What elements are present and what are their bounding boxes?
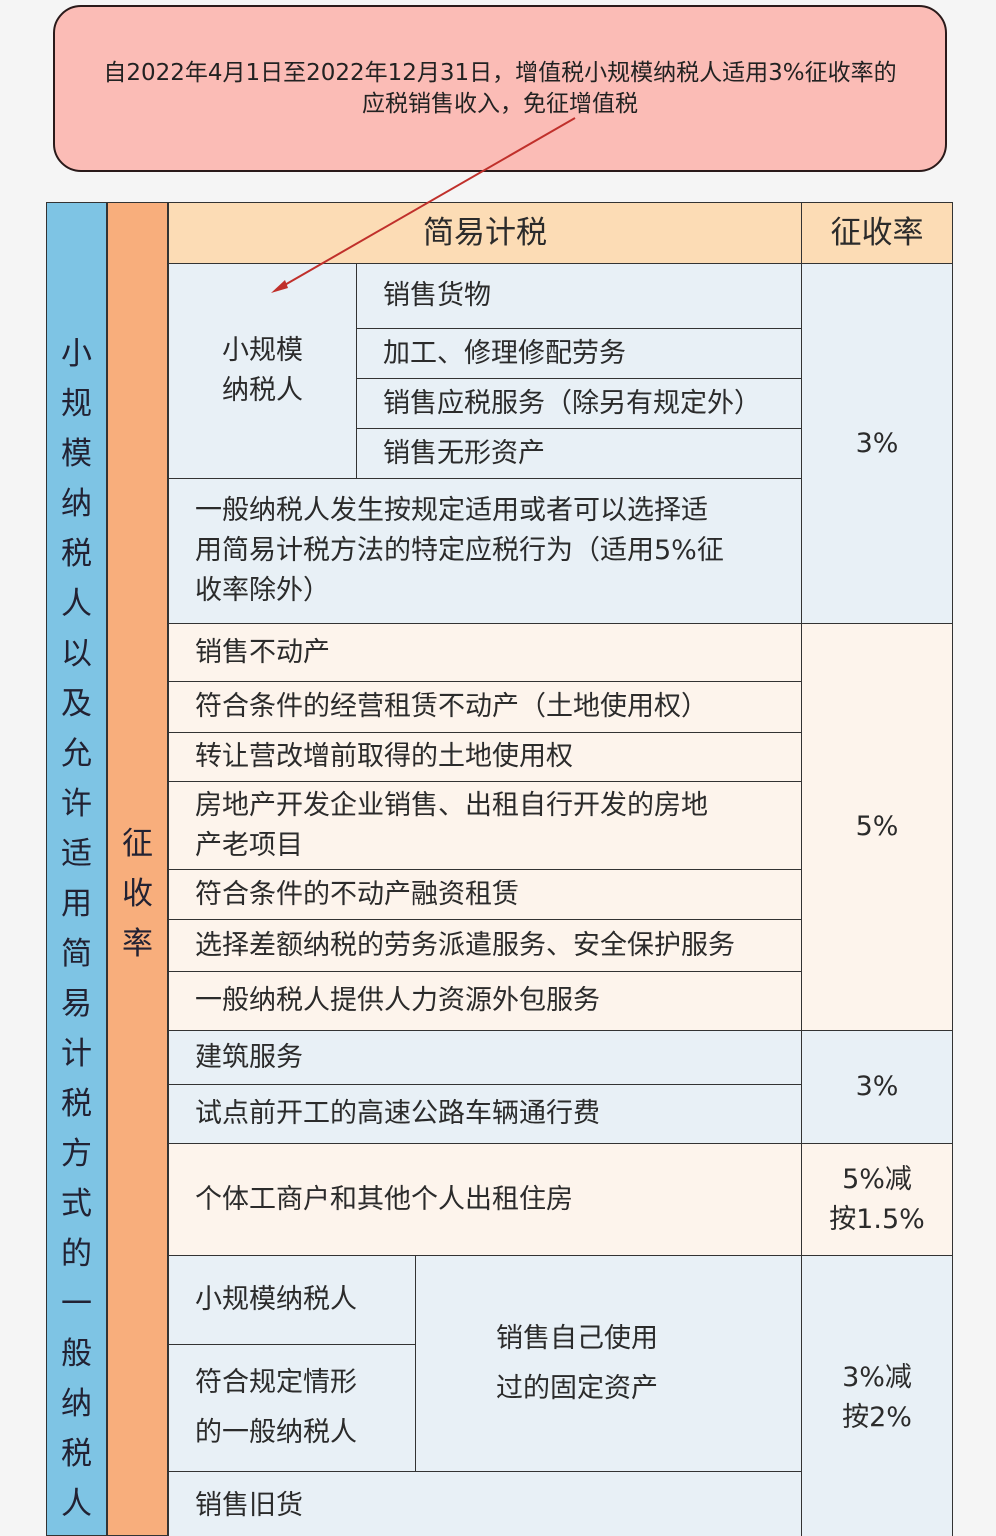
table-row: 销售不动产 <box>168 623 802 682</box>
exemption-callout: 自2022年4月1日至2022年12月31日，增值税小规模纳税人适用3%征收率的… <box>53 5 947 172</box>
table-row: 加工、修理修配劳务 <box>356 328 802 379</box>
callout-line-1: 自2022年4月1日至2022年12月31日，增值税小规模纳税人适用3%征收率的 <box>103 60 897 86</box>
vertical-char: 税 <box>61 1436 92 1472</box>
table-row: 房地产开发企业销售、出租自行开发的房地 产老项目 <box>168 781 802 870</box>
vertical-char: 适 <box>61 836 92 872</box>
header-rate: 征收率 <box>801 202 953 264</box>
vertical-char: 式 <box>61 1186 92 1222</box>
vertical-char: 征 <box>122 826 153 862</box>
table-row: 转让营改增前取得的土地使用权 <box>168 732 802 782</box>
table-row: 选择差额纳税的劳务派遣服务、安全保护服务 <box>168 919 802 972</box>
vertical-char: 及 <box>61 686 92 722</box>
table-row: 符合条件的经营租赁不动产（土地使用权） <box>168 681 802 733</box>
vertical-char: 简 <box>61 936 92 972</box>
table-row: 销售无形资产 <box>356 428 802 479</box>
small-taxpayer-cell: 小规模 纳税人 <box>168 263 357 479</box>
vertical-char: 规 <box>61 386 92 422</box>
vertical-char: 率 <box>122 926 153 962</box>
vertical-char: 般 <box>61 1336 92 1372</box>
vertical-char: 许 <box>61 786 92 822</box>
table-row: 个体工商户和其他个人出租住房 <box>168 1143 802 1256</box>
vertical-char: 人 <box>61 586 92 622</box>
fixed-asset-cell: 销售自己使用 过的固定资产 <box>415 1255 802 1472</box>
vertical-char: 允 <box>61 736 92 772</box>
table-row: 销售货物 <box>356 263 802 329</box>
vertical-char: 模 <box>61 436 92 472</box>
rate-cell: 5% <box>801 623 953 1031</box>
vertical-char: 小 <box>61 336 92 372</box>
table-row: 建筑服务 <box>168 1030 802 1085</box>
vertical-char: 税 <box>61 1086 92 1122</box>
side-label-column: 小规模纳税人以及允许适用简易计税方式的一般纳税人 <box>46 202 107 1536</box>
vertical-char: 一 <box>61 1286 92 1322</box>
vertical-char: 收 <box>122 876 153 912</box>
rate-cell: 3%减 按2% <box>801 1255 953 1536</box>
vertical-char: 方 <box>61 1136 92 1172</box>
vertical-char: 用 <box>61 886 92 922</box>
arrow-head-icon <box>271 280 288 293</box>
arrow-line <box>275 117 576 291</box>
table-row: 销售旧货 <box>168 1471 802 1536</box>
callout-line-2: 应税销售收入，免征增值税 <box>362 91 638 117</box>
vertical-char: 易 <box>61 986 92 1022</box>
vertical-char: 计 <box>61 1036 92 1072</box>
vertical-char: 以 <box>61 636 92 672</box>
rate-cell: 3% <box>801 1030 953 1144</box>
vertical-char: 的 <box>61 1236 92 1272</box>
table-row: 符合条件的不动产融资租赁 <box>168 869 802 920</box>
header-simple-tax: 简易计税 <box>168 202 802 264</box>
vertical-char: 人 <box>61 1486 92 1522</box>
rate-cell: 3% <box>801 263 953 624</box>
general-taxpayer-row: 一般纳税人发生按规定适用或者可以选择适 用简易计税方法的特定应税行为（适用5%征… <box>168 478 802 624</box>
rate-label-column: 征收率 <box>107 202 168 1536</box>
vertical-char: 税 <box>61 536 92 572</box>
vertical-char: 纳 <box>61 1386 92 1422</box>
vertical-char: 纳 <box>61 486 92 522</box>
